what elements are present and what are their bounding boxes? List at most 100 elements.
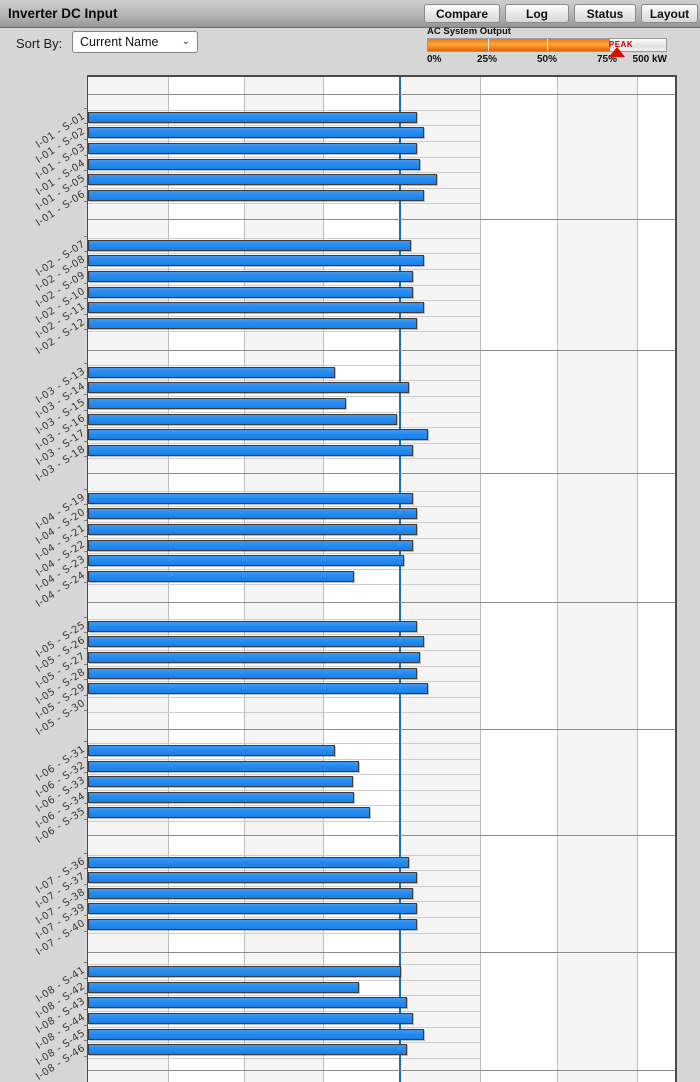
row-gridline [88, 395, 480, 397]
row-gridline [88, 442, 480, 444]
bar[interactable] [88, 111, 417, 123]
bar[interactable] [88, 539, 413, 551]
bar[interactable] [88, 189, 425, 201]
bar[interactable] [88, 158, 421, 170]
toolbar: Compare Log Status Layout [424, 4, 698, 23]
bar[interactable] [88, 760, 359, 772]
axis-tick [84, 1055, 88, 1057]
row-gridline [88, 568, 480, 570]
row-gridline [88, 300, 480, 302]
layout-button[interactable]: Layout [641, 4, 698, 23]
axis-tick [84, 313, 88, 315]
axis-tick [84, 154, 88, 156]
peak-label: PEAK [608, 40, 634, 49]
row-gridline [88, 237, 480, 239]
bar[interactable] [88, 508, 417, 520]
row-gridline [88, 712, 480, 714]
plot-band [636, 77, 675, 1082]
bar[interactable] [88, 683, 429, 695]
bar[interactable] [88, 570, 355, 582]
axis-tick [84, 1040, 88, 1042]
row-gridline [88, 681, 480, 683]
status-button[interactable]: Status [574, 4, 636, 23]
row-gridline [88, 774, 480, 776]
bar[interactable] [88, 270, 413, 282]
bar[interactable] [88, 555, 405, 567]
axis-tick [84, 107, 88, 109]
bar[interactable] [88, 286, 413, 298]
bar[interactable] [88, 791, 355, 803]
axis-tick [84, 632, 88, 634]
bar[interactable] [88, 397, 347, 409]
bar[interactable] [88, 651, 421, 663]
axis-tick [84, 566, 88, 568]
sort-dropdown[interactable]: Current Name ⌄ [72, 31, 198, 53]
axis-tick [84, 138, 88, 140]
gauge-fill [428, 39, 611, 51]
bar[interactable] [88, 317, 417, 329]
vertical-gridline [557, 77, 558, 1082]
gauge-tick-label: 25% [476, 54, 498, 65]
axis-tick [84, 977, 88, 979]
bar[interactable] [88, 887, 413, 899]
bar[interactable] [88, 997, 408, 1009]
gauge-tick-line [547, 39, 548, 51]
group-boundary-line [88, 350, 675, 351]
axis-tick [84, 488, 88, 490]
bar[interactable] [88, 302, 425, 314]
bar[interactable] [88, 981, 359, 993]
row-gridline [88, 203, 480, 205]
vertical-gridline [636, 77, 638, 1082]
axis-tick [84, 582, 88, 584]
group-boundary-line [88, 1070, 675, 1071]
bar[interactable] [88, 903, 417, 915]
row-gridline [88, 172, 480, 174]
axis-tick [84, 993, 88, 995]
axis-tick [84, 787, 88, 789]
bar[interactable] [88, 255, 425, 267]
bar[interactable] [88, 174, 438, 186]
group-boundary-line [88, 952, 675, 953]
row-gridline [88, 1011, 480, 1012]
bar[interactable] [88, 382, 409, 394]
bar[interactable] [88, 444, 413, 456]
row-gridline [88, 1026, 480, 1028]
bar[interactable] [88, 856, 409, 868]
row-gridline [88, 743, 480, 744]
bar[interactable] [88, 1013, 413, 1024]
axis-tick [84, 185, 88, 187]
bar[interactable] [88, 667, 417, 679]
bar[interactable] [88, 966, 402, 978]
bar[interactable] [88, 620, 417, 632]
bar[interactable] [88, 523, 417, 535]
bar[interactable] [88, 413, 398, 425]
gauge-tick-label: 0% [427, 54, 442, 65]
bar[interactable] [88, 807, 370, 819]
log-button[interactable]: Log [505, 4, 569, 23]
axis-tick [84, 393, 88, 395]
gauge-scale-labels: 0% 25% 50% 75% 500 kW [427, 54, 667, 66]
axis-tick [84, 235, 88, 237]
row-gridline [88, 427, 480, 429]
bar[interactable] [88, 366, 335, 378]
bar[interactable] [88, 776, 354, 788]
row-gridline [88, 537, 480, 539]
bar[interactable] [88, 429, 429, 441]
bar[interactable] [88, 127, 425, 139]
bar[interactable] [88, 492, 413, 504]
axis-tick [84, 409, 88, 411]
row-gridline [88, 789, 480, 791]
bar[interactable] [88, 636, 425, 648]
axis-tick [84, 962, 88, 964]
bar[interactable] [88, 745, 335, 756]
bar[interactable] [88, 1044, 408, 1056]
bar[interactable] [88, 872, 417, 884]
bar[interactable] [88, 142, 417, 154]
bar[interactable] [88, 918, 417, 930]
bar[interactable] [88, 239, 412, 251]
axis-tick [84, 170, 88, 172]
compare-button[interactable]: Compare [424, 4, 500, 23]
bar[interactable] [88, 1028, 425, 1040]
row-gridline [88, 995, 480, 997]
